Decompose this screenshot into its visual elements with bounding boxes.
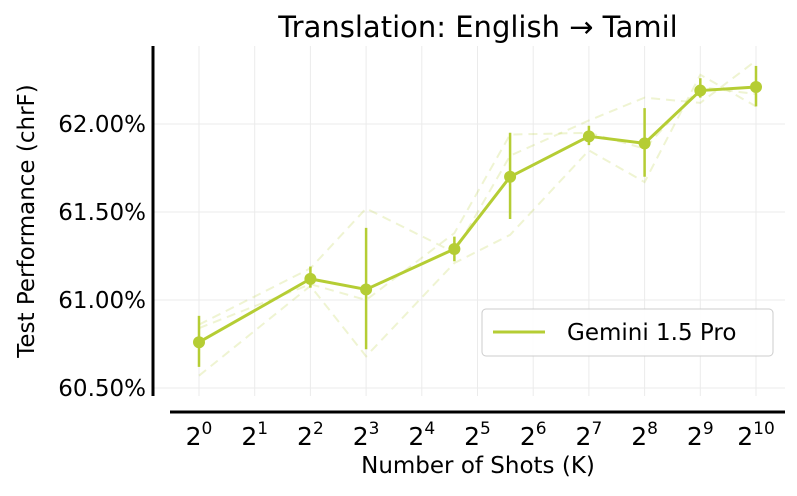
x-tick-label: 21 xyxy=(241,419,268,451)
x-tick-label: 26 xyxy=(520,419,547,451)
x-tick-label: 210 xyxy=(737,419,775,451)
x-tick-label: 27 xyxy=(576,419,603,451)
x-tick-label: 24 xyxy=(408,419,435,451)
data-point xyxy=(638,137,651,150)
data-point xyxy=(304,272,317,285)
x-tick-label: 23 xyxy=(353,419,380,451)
data-point xyxy=(193,336,205,349)
data-point xyxy=(448,242,461,255)
x-tick-label: 29 xyxy=(687,419,714,451)
legend: Gemini 1.5 Pro xyxy=(481,308,774,357)
x-tick-label: 25 xyxy=(464,419,491,451)
data-point xyxy=(582,130,595,143)
run-line xyxy=(198,59,757,326)
y-tick-labels: 60.50% 61.00% 61.50% 62.00% xyxy=(58,112,146,402)
data-point xyxy=(360,283,373,296)
data-point xyxy=(694,84,707,97)
run-line xyxy=(198,73,757,377)
x-axis-label: Number of Shots (K) xyxy=(361,453,595,479)
data-point xyxy=(504,170,517,183)
x-tick-labels: 20 21 22 23 24 25 26 27 28 29 210 xyxy=(186,419,775,451)
series-layer xyxy=(193,65,762,367)
legend-label: Gemini 1.5 Pro xyxy=(567,320,736,346)
legend-frame xyxy=(481,308,774,357)
data-point xyxy=(750,81,762,94)
y-tick-label: 61.50% xyxy=(58,200,146,226)
x-tick-label: 20 xyxy=(186,419,213,451)
x-tick-label: 28 xyxy=(631,419,658,451)
y-tick-label: 60.50% xyxy=(58,376,146,402)
chart-title: Translation: English → Tamil xyxy=(277,10,678,44)
y-tick-label: 62.00% xyxy=(58,112,146,138)
y-axis-label: Test Performance (chrF) xyxy=(14,84,40,359)
y-tick-label: 61.00% xyxy=(58,288,146,314)
x-tick-label: 22 xyxy=(297,419,324,451)
